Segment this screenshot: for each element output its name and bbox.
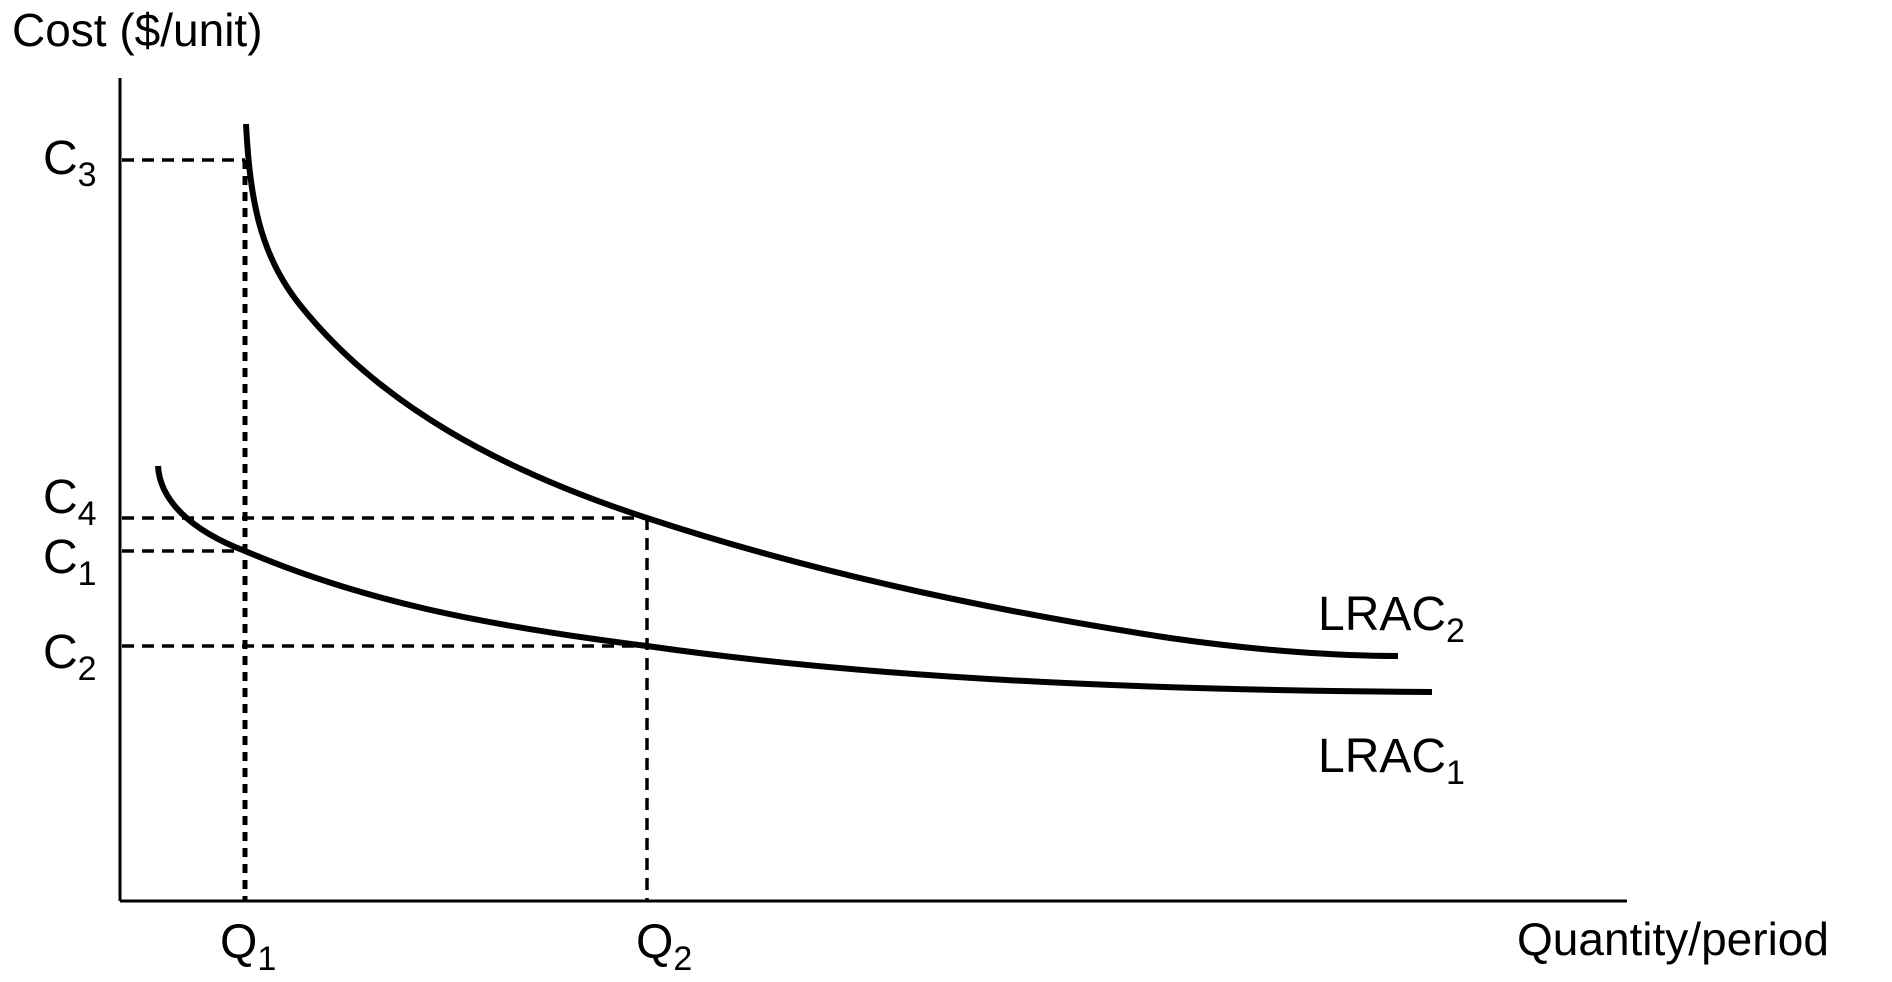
y-tick-c3: C3 (43, 132, 97, 194)
lrac1-curve (155, 465, 1433, 695)
x-tick-q2: Q2 (636, 916, 692, 978)
lrac2-label: LRAC2 (1318, 588, 1465, 650)
y-tick-c4: C4 (43, 471, 97, 533)
x-axis-title: Quantity/period (1517, 913, 1829, 965)
y-tick-c1: C1 (43, 531, 97, 593)
lrac1-label: LRAC1 (1318, 730, 1465, 792)
lrac2-curve (243, 123, 1399, 659)
y-tick-c2: C2 (43, 626, 97, 688)
x-tick-q1: Q1 (220, 916, 276, 978)
y-axis-title: Cost ($/unit) (12, 4, 263, 56)
